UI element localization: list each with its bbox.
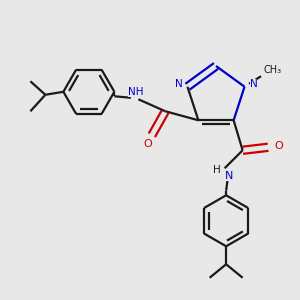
Text: H: H — [213, 165, 221, 175]
Text: O: O — [143, 139, 152, 149]
Text: N: N — [225, 171, 233, 181]
Text: NH: NH — [128, 87, 143, 97]
Text: N: N — [250, 79, 257, 89]
Text: N: N — [175, 79, 182, 89]
Text: CH₃: CH₃ — [264, 65, 282, 75]
Text: O: O — [274, 141, 283, 151]
